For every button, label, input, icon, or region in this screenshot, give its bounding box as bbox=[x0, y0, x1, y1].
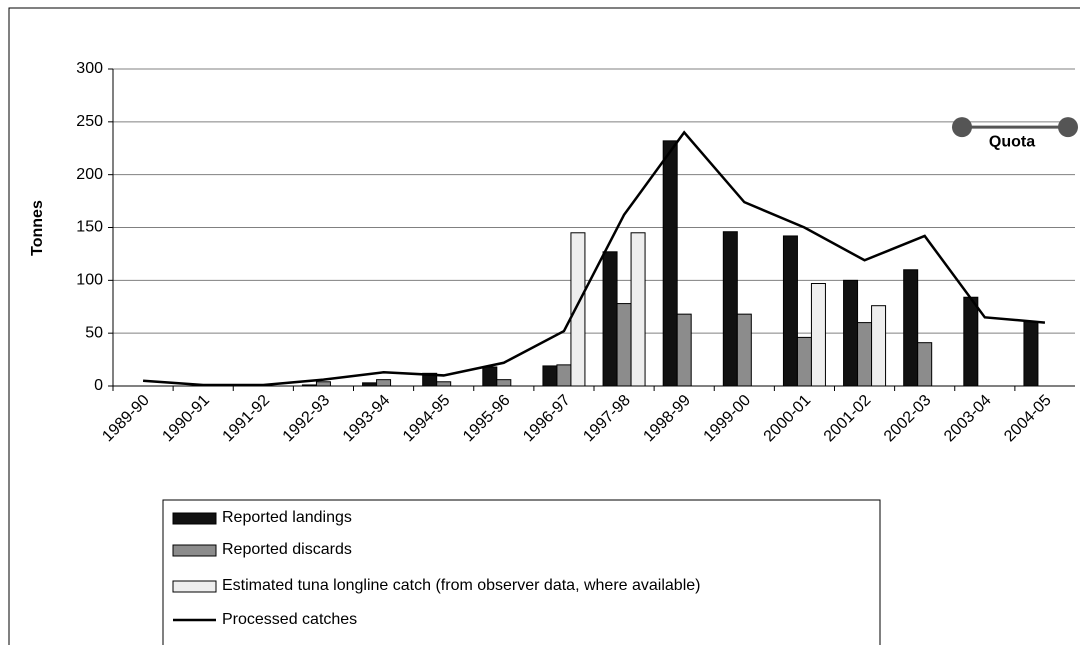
bar bbox=[496, 379, 512, 387]
legend-label: Reported landings bbox=[222, 509, 352, 526]
bar bbox=[301, 384, 317, 387]
legend-swatch bbox=[172, 512, 217, 525]
bar bbox=[482, 366, 498, 387]
line bbox=[142, 130, 1046, 387]
bar bbox=[676, 313, 692, 387]
y-tick-label: 300 bbox=[76, 60, 103, 77]
bar bbox=[1023, 321, 1039, 387]
bar bbox=[436, 381, 452, 387]
bar bbox=[556, 364, 572, 387]
y-tick-label: 150 bbox=[76, 219, 103, 236]
bar bbox=[857, 322, 873, 387]
y-tick-label: 200 bbox=[76, 166, 103, 183]
bar bbox=[871, 305, 887, 387]
legend-label: Processed catches bbox=[222, 611, 357, 628]
bar bbox=[917, 342, 933, 387]
y-tick-label: 100 bbox=[76, 272, 103, 289]
bar bbox=[542, 365, 558, 387]
bar bbox=[662, 140, 678, 387]
bar bbox=[602, 251, 618, 387]
bar bbox=[843, 279, 859, 387]
legend-box bbox=[162, 499, 881, 645]
bar bbox=[782, 235, 798, 387]
bar bbox=[810, 283, 826, 387]
bar bbox=[722, 231, 738, 387]
bar bbox=[630, 232, 646, 387]
y-tick-label: 50 bbox=[85, 324, 103, 341]
bar bbox=[422, 372, 438, 387]
quota-end bbox=[1058, 117, 1078, 138]
bar bbox=[315, 381, 331, 387]
bar bbox=[570, 232, 586, 387]
quota-label: Quota bbox=[989, 133, 1035, 150]
legend-label: Estimated tuna longline catch (from obse… bbox=[222, 577, 700, 594]
y-axis-label: Tonnes bbox=[29, 200, 46, 256]
bar bbox=[903, 269, 919, 387]
y-tick-label: 0 bbox=[94, 377, 103, 394]
bar bbox=[963, 296, 979, 387]
quota-end bbox=[952, 117, 972, 138]
bar bbox=[376, 379, 392, 387]
legend-label: Reported discards bbox=[222, 541, 352, 558]
bar bbox=[616, 303, 632, 387]
bar bbox=[796, 336, 812, 387]
bar bbox=[362, 382, 378, 387]
legend-swatch bbox=[172, 544, 217, 557]
legend-swatch bbox=[172, 580, 217, 593]
bar bbox=[736, 313, 752, 387]
y-tick-label: 250 bbox=[76, 113, 103, 130]
